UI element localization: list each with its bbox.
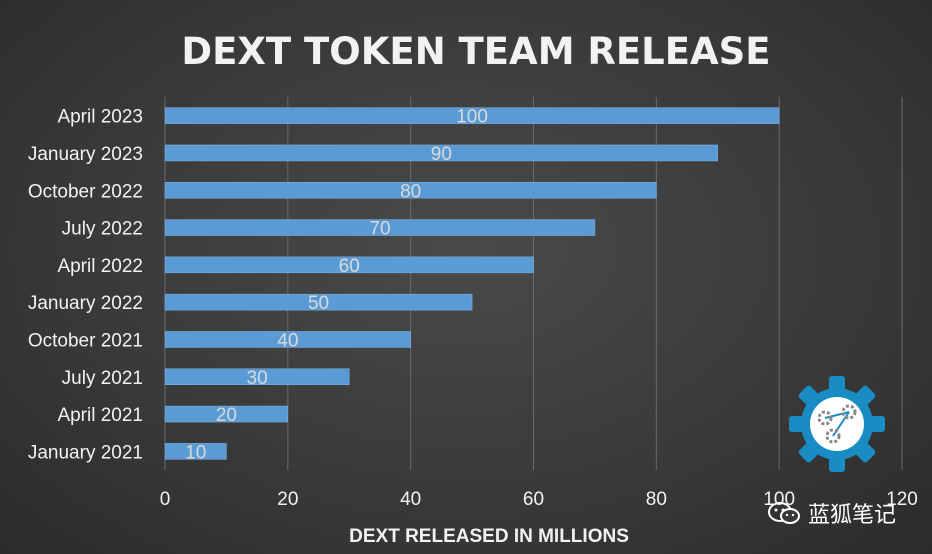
category-labels: January 2021 April 2021 July 2021 October 2… — [28, 107, 143, 464]
bar — [164, 182, 657, 199]
category-label: January 2022 — [28, 293, 143, 314]
data-label: 10 — [185, 442, 206, 463]
x-axis-title: DEXT RELEASED IN MILLIONS — [349, 526, 629, 547]
bars — [164, 107, 780, 460]
x-tick-label: 60 — [523, 489, 544, 510]
data-label: 40 — [277, 330, 298, 351]
data-label: 100 — [456, 107, 488, 128]
category-label: April 2021 — [57, 405, 143, 426]
gear-network-icon — [786, 376, 888, 472]
x-tick-label: 20 — [277, 489, 298, 510]
watermark: 蓝狐笔记 — [768, 497, 896, 529]
data-label: 60 — [339, 256, 360, 277]
category-label: October 2021 — [28, 330, 143, 351]
data-label: 50 — [308, 293, 329, 314]
bar — [164, 219, 596, 236]
x-tick-label: 40 — [400, 489, 421, 510]
bar — [164, 107, 780, 124]
category-label: July 2021 — [62, 368, 143, 389]
category-label: April 2023 — [57, 107, 143, 128]
chart-title: DEXT TOKEN TEAM RELEASE — [181, 30, 770, 73]
x-tick-label: 0 — [160, 489, 171, 510]
x-tick-label: 120 — [886, 489, 918, 510]
bar — [164, 256, 534, 274]
wechat-icon — [768, 502, 800, 524]
category-label: April 2022 — [57, 256, 143, 277]
x-axis-ticks: 0 20 40 60 80 100 120 — [160, 489, 918, 510]
category-label: July 2022 — [62, 219, 143, 240]
bar — [164, 443, 227, 460]
bar — [164, 144, 718, 162]
x-tick-label: 80 — [646, 489, 667, 510]
bar — [164, 331, 411, 348]
data-label: 30 — [247, 368, 268, 389]
bar — [164, 368, 350, 385]
watermark-text: 蓝狐笔记 — [808, 503, 897, 528]
data-label: 90 — [431, 144, 452, 165]
category-label: January 2023 — [28, 144, 143, 165]
data-label: 80 — [400, 181, 421, 202]
data-label: 20 — [216, 405, 237, 426]
bar — [164, 293, 473, 311]
category-label: January 2021 — [28, 442, 143, 463]
data-label: 70 — [369, 219, 390, 240]
bar — [164, 405, 289, 423]
category-label: October 2022 — [28, 181, 143, 202]
